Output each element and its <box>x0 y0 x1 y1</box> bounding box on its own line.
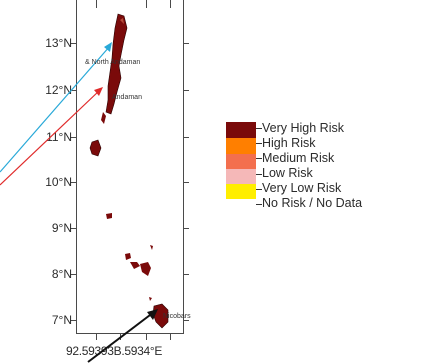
label-north-andaman: & North Andaman <box>85 59 141 66</box>
lat-tick <box>70 274 76 275</box>
arrow-blue <box>0 45 111 173</box>
lat-tick <box>70 182 76 183</box>
lon-labels: 92.59393B.5934°E <box>66 344 163 358</box>
arrow-black-head <box>147 309 158 320</box>
legend-tick <box>256 174 262 175</box>
island-speck <box>150 245 153 250</box>
lon-tick-top <box>170 0 171 8</box>
label-nicobar: Nicobars <box>163 313 191 320</box>
lon-tick <box>146 334 147 340</box>
lat-tick-right <box>184 43 189 44</box>
lat-tick <box>70 228 76 229</box>
legend-label-very-high: Very High Risk <box>262 121 344 135</box>
lat-label-12n: 12°N <box>45 83 72 97</box>
label-middle-andaman: Andaman <box>112 94 142 101</box>
arrow-red <box>0 89 101 186</box>
lon-tick-top <box>146 0 147 8</box>
lat-label-9n: 9°N <box>51 221 72 235</box>
legend-tick <box>256 158 262 159</box>
arrow-blue-head <box>104 42 112 52</box>
lon-tick <box>170 334 171 340</box>
swatch-no-risk <box>226 199 256 215</box>
lat-label-8n: 8°N <box>51 267 72 281</box>
island-north-andaman <box>105 13 128 115</box>
legend-tick <box>256 143 262 144</box>
legend-tick <box>256 128 262 129</box>
lat-tick-right <box>184 274 189 275</box>
lat-tick <box>70 137 76 138</box>
swatch-medium <box>226 154 256 169</box>
lat-label-7n: 7°N <box>51 313 72 327</box>
swatch-low <box>226 169 256 184</box>
island-nicobar <box>130 262 140 269</box>
island-little-andaman <box>89 139 102 157</box>
lat-label-13n: 13°N <box>45 36 72 50</box>
lat-tick <box>70 90 76 91</box>
lat-tick-right <box>184 182 189 183</box>
island-car-nicobar <box>125 253 131 260</box>
lat-tick-right <box>184 320 189 321</box>
island-speck <box>120 18 124 24</box>
island-speck <box>149 297 152 301</box>
lat-tick <box>70 320 76 321</box>
legend-tick <box>256 189 262 190</box>
lon-tick <box>96 334 97 340</box>
island-speck <box>101 112 106 124</box>
legend-label-medium: Medium Risk <box>262 151 335 165</box>
arrow-red-head <box>94 87 103 96</box>
lon-tick-top <box>96 0 97 8</box>
legend-label-low: Low Risk <box>262 166 313 180</box>
legend-label-very-low: Very Low Risk <box>262 181 342 195</box>
lat-tick <box>70 43 76 44</box>
island-speck <box>106 213 112 219</box>
swatch-very-low <box>226 184 256 199</box>
lat-tick-right <box>184 137 189 138</box>
lat-label-11n: 11°N <box>46 130 72 144</box>
lat-label-10n: 10°N <box>45 175 72 189</box>
lat-tick-right <box>184 228 189 229</box>
map-panel <box>76 0 184 334</box>
legend-label-high: High Risk <box>262 136 316 150</box>
swatch-high <box>226 138 256 154</box>
swatch-very-high <box>226 122 256 138</box>
lat-tick-right <box>184 90 189 91</box>
arrow-black <box>87 311 155 363</box>
island-nicobar <box>140 262 151 276</box>
legend-tick <box>256 204 262 205</box>
legend-label-no-risk: No Risk / No Data <box>262 196 363 210</box>
